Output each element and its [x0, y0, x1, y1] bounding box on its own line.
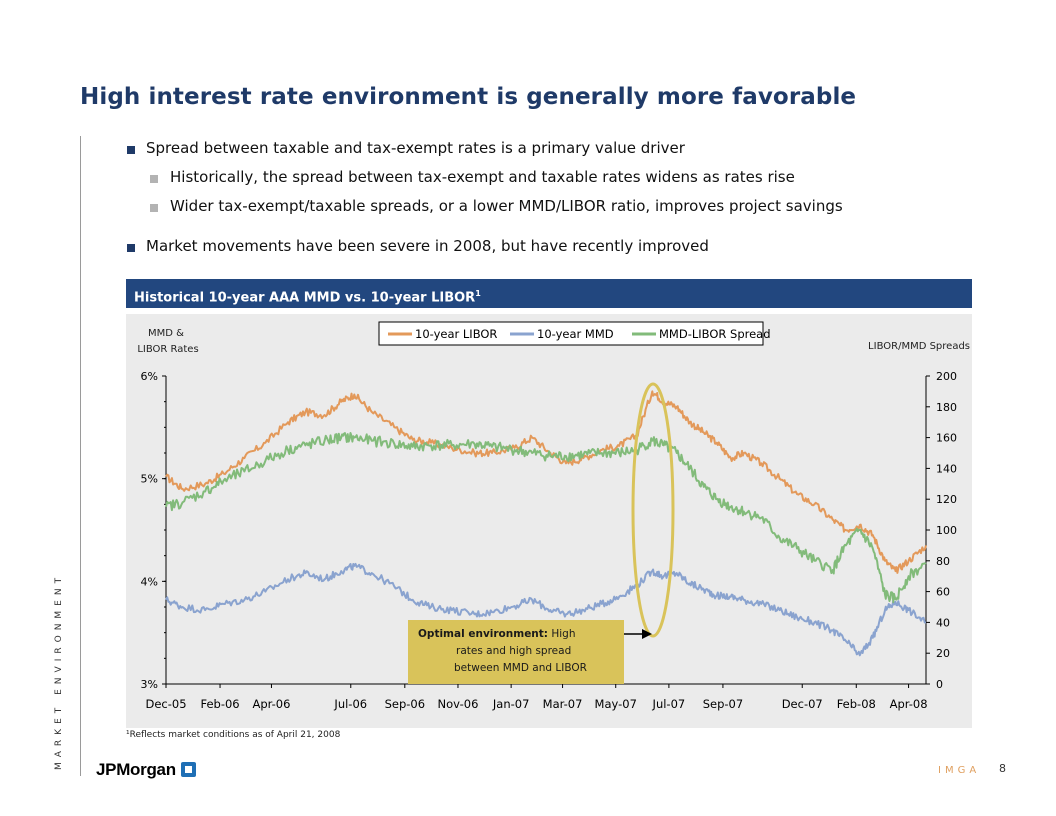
sub-bullet-square-icon [150, 175, 158, 183]
bullet-1b: Wider tax-exempt/taxable spreads, or a l… [170, 197, 843, 215]
y-right-tick-label: 180 [936, 401, 957, 414]
annotation-bold: Optimal environment: [418, 628, 548, 640]
annotation-line-1: Optimal environment: High [418, 628, 576, 640]
y-right-tick-label: 100 [936, 524, 957, 537]
legend-label-0: 10-year LIBOR [415, 327, 497, 341]
y-left-tick-label: 5% [141, 473, 158, 486]
left-divider [80, 136, 81, 776]
y-right-tick-label: 120 [936, 493, 957, 506]
x-tick-label: Sep-06 [385, 697, 425, 711]
y-right-tick-label: 60 [936, 586, 950, 599]
x-tick-label: Sep-07 [703, 697, 743, 711]
x-tick-label: Jan-07 [492, 697, 530, 711]
annotation-arrowhead [642, 629, 652, 639]
page-number: 8 [999, 762, 1006, 775]
x-tick-label: Feb-08 [837, 697, 876, 711]
y-left-tick-label: 4% [141, 575, 158, 588]
jpmorgan-logo-icon [181, 762, 196, 777]
y-right-tick-label: 0 [936, 678, 943, 691]
legend-label-2: MMD-LIBOR Spread [659, 327, 771, 341]
series-line-2 [165, 432, 927, 604]
annotation-box: Optimal environment: High rates and high … [408, 620, 624, 684]
annotation-rect [408, 620, 624, 684]
sub-bullet-square-icon [150, 204, 158, 212]
page-title: High interest rate environment is genera… [80, 84, 857, 110]
jpmorgan-logo-text: JPMorgan [96, 760, 176, 779]
x-tick-label: Apr-08 [890, 697, 928, 711]
x-tick-label: Dec-05 [145, 697, 186, 711]
series-line-1 [165, 562, 927, 657]
footer-org-label: IMGA [938, 765, 981, 776]
y-right-axis-title: LIBOR/MMD Spreads [868, 341, 970, 352]
series-line-0 [165, 390, 927, 574]
chart-header: Historical 10-year AAA MMD vs. 10-year L… [126, 279, 972, 308]
side-section-label: MARKET ENVIRONMENT [54, 572, 64, 770]
x-tick-label: Apr-06 [252, 697, 290, 711]
y-left-tick-label: 3% [141, 678, 158, 691]
y-right-tick-label: 140 [936, 462, 957, 475]
bullet-1: Spread between taxable and tax-exempt ra… [146, 139, 685, 157]
annotation-line-3: between MMD and LIBOR [454, 662, 587, 674]
legend-label-1: 10-year MMD [537, 327, 614, 341]
legend-box [378, 321, 764, 346]
x-tick-label: Dec-07 [782, 697, 823, 711]
bullet-square-icon [127, 146, 135, 154]
y-right-tick-label: 160 [936, 432, 957, 445]
x-tick-label: Feb-06 [200, 697, 239, 711]
annotation-line-2: rates and high spread [456, 645, 571, 657]
annotation-rest: High [548, 628, 575, 640]
line-chart: 6%5%4%3%200180160140120100806040200Dec-0… [137, 321, 970, 711]
y-right-tick-label: 20 [936, 647, 950, 660]
y-left-tick-label: 6% [141, 370, 158, 383]
x-tick-label: Jul-06 [333, 697, 367, 711]
highlight-ellipse [631, 382, 675, 638]
y-left-axis-title-line1: MMD & [148, 328, 184, 339]
y-right-tick-label: 40 [936, 616, 950, 629]
bullet-square-icon [127, 244, 135, 252]
bullet-1a: Historically, the spread between tax-exe… [170, 168, 795, 186]
y-right-tick-label: 200 [936, 370, 957, 383]
x-tick-label: May-07 [595, 697, 637, 711]
y-right-tick-label: 80 [936, 555, 950, 568]
x-tick-label: Jul-07 [652, 697, 686, 711]
chart-header-footnote-mark: 1 [475, 289, 481, 298]
chart-legend: 10-year LIBOR 10-year MMD MMD-LIBOR Spread [378, 321, 771, 346]
y-left-axis-title-line2: LIBOR Rates [137, 344, 198, 355]
x-tick-label: Mar-07 [543, 697, 583, 711]
footnote: ¹Reflects market conditions as of April … [126, 730, 341, 740]
chart-header-text: Historical 10-year AAA MMD vs. 10-year L… [134, 290, 476, 306]
x-tick-label: Nov-06 [438, 697, 479, 711]
bullet-2: Market movements have been severe in 200… [146, 237, 709, 255]
